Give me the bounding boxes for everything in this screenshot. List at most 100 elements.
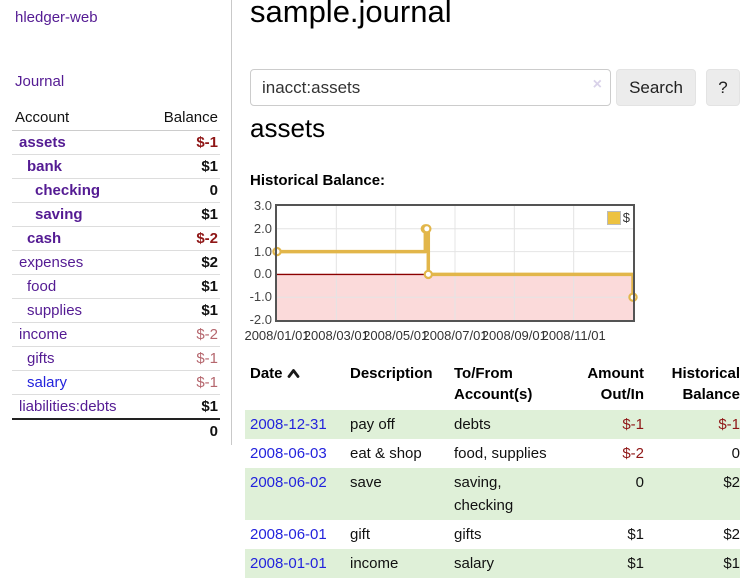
accounts-header-balance: Balance xyxy=(144,107,220,131)
register-amount-cell: $-2 xyxy=(622,445,644,462)
x-axis-tick-label: 2008/11/01 xyxy=(541,328,606,343)
register-header-amount: Amount Out/In xyxy=(587,365,644,403)
account-cell: checking xyxy=(12,178,145,203)
account-row: gifts $-1 xyxy=(12,346,220,371)
register-date-cell: 2008-06-02 xyxy=(245,468,345,520)
account-link[interactable]: food xyxy=(27,278,57,295)
transaction-date-link[interactable]: 2008-12-31 xyxy=(250,416,327,433)
y-axis-tick-label: -1.0 xyxy=(249,289,272,305)
register-description-cell: eat & shop xyxy=(350,445,422,462)
search-input[interactable] xyxy=(250,69,611,106)
account-row: checking 0 xyxy=(12,178,220,203)
register-amount-cell: $1 xyxy=(627,526,644,543)
sort-ascending-icon[interactable] xyxy=(287,368,300,379)
register-description-cell: income xyxy=(350,555,399,572)
register-balance-cell: 0 xyxy=(731,445,740,462)
register-balance-cell: $1 xyxy=(723,555,740,572)
search-button[interactable]: Search xyxy=(616,69,696,106)
account-balance: 0 xyxy=(144,178,220,203)
register-description-cell: pay off xyxy=(350,416,395,433)
accounts-table: Account Balance assets $-1 bank $1 checking 0… xyxy=(12,107,220,443)
account-link[interactable]: checking xyxy=(35,182,101,199)
account-row: assets $-1 xyxy=(12,130,220,155)
register-header-date[interactable]: Date xyxy=(245,360,345,410)
account-link[interactable]: saving xyxy=(35,206,83,223)
register-date-cell: 2008-06-03 xyxy=(245,439,345,468)
register-header-description: Description xyxy=(350,365,433,382)
register-date-cell: 2008-06-01 xyxy=(245,520,345,549)
y-axis-tick-label: 3.0 xyxy=(253,198,272,213)
account-link[interactable]: cash xyxy=(27,230,62,247)
register-description-cell: gift xyxy=(350,526,371,543)
chart-legend: $ xyxy=(606,210,630,225)
register-amount-cell: 0 xyxy=(635,474,644,491)
account-link[interactable]: bank xyxy=(27,158,63,175)
account-link[interactable]: gifts xyxy=(27,350,55,367)
account-balance: $-1 xyxy=(144,130,220,155)
x-axis-tick-label: 2008/03/01 xyxy=(303,328,369,343)
transaction-date-link[interactable]: 2008-06-03 xyxy=(250,445,327,462)
account-cell: food xyxy=(12,274,145,299)
register-row: 2008-12-31 pay off debts $-1 $-1 xyxy=(245,410,740,439)
account-row: liabilities:debts $1 xyxy=(12,394,220,420)
data-point-marker xyxy=(272,246,282,257)
account-cell: liabilities:debts xyxy=(12,394,145,420)
account-row: income $-2 xyxy=(12,322,220,347)
register-accounts-cell: food, supplies xyxy=(454,445,547,462)
x-axis-tick-label: 2008/09/01 xyxy=(481,328,547,343)
account-cell: salary xyxy=(12,370,145,395)
account-row: supplies $1 xyxy=(12,298,220,323)
account-link[interactable]: supplies xyxy=(27,302,83,319)
register-accounts-cell: gifts xyxy=(454,526,482,543)
account-balance: $2 xyxy=(144,250,220,275)
legend-label: $ xyxy=(622,210,630,225)
y-axis-tick-label: 1.0 xyxy=(253,243,272,259)
account-cell: assets xyxy=(12,130,145,155)
legend-swatch-icon xyxy=(606,210,621,225)
register-table: Date Description To/From Account(s) Amou… xyxy=(245,360,740,578)
account-row: cash $-2 xyxy=(12,226,220,251)
accounts-header-row: Account Balance xyxy=(12,107,220,131)
register-header-date-label[interactable]: Date xyxy=(250,365,283,382)
account-balance: $1 xyxy=(144,154,220,179)
clear-search-icon[interactable]: × xyxy=(592,76,602,93)
account-heading: assets xyxy=(250,113,326,143)
register-date-cell: 2008-01-01 xyxy=(245,549,345,578)
account-balance: $-2 xyxy=(144,226,220,251)
data-point-marker xyxy=(628,292,638,302)
account-link[interactable]: expenses xyxy=(19,254,84,271)
account-link[interactable]: assets xyxy=(19,134,66,151)
account-link[interactable]: salary xyxy=(27,374,68,391)
register-row: 2008-06-02 save saving, checking 0 $2 xyxy=(245,468,740,520)
account-balance: $1 xyxy=(144,394,220,420)
data-point-marker xyxy=(423,269,433,280)
register-row: 2008-01-01 income salary $1 $1 xyxy=(245,549,740,578)
account-balance: $-1 xyxy=(144,346,220,371)
sidebar: hledger-web Journal Account Balance asse… xyxy=(0,0,232,445)
transaction-date-link[interactable]: 2008-06-01 xyxy=(250,526,327,543)
help-button[interactable]: ? xyxy=(706,69,740,106)
account-cell: bank xyxy=(12,154,145,179)
sidebar-item-journal[interactable]: Journal xyxy=(15,73,65,90)
y-axis-tick-label: 0.0 xyxy=(253,266,272,282)
account-link[interactable]: liabilities:debts xyxy=(19,398,117,415)
page-title: sample.journal xyxy=(250,0,452,29)
register-header-accounts: To/From Account(s) xyxy=(454,365,533,403)
register-accounts-cell: debts xyxy=(454,416,491,433)
account-row: bank $1 xyxy=(12,154,220,179)
total-spacer xyxy=(12,418,145,443)
data-point-marker xyxy=(422,224,432,234)
x-axis-tick-label: 2008/01/01 xyxy=(244,328,310,343)
account-balance: $1 xyxy=(144,274,220,299)
search-box: × xyxy=(250,69,611,106)
transaction-date-link[interactable]: 2008-06-02 xyxy=(250,474,327,491)
account-balance: $-2 xyxy=(144,322,220,347)
register-balance-cell: $2 xyxy=(723,474,740,491)
accounts-total-row: 0 xyxy=(12,418,220,443)
brand-link[interactable]: hledger-web xyxy=(15,9,98,26)
accounts-header-account: Account xyxy=(12,107,145,131)
account-cell: cash xyxy=(12,226,145,251)
account-link[interactable]: income xyxy=(19,326,68,343)
register-amount-cell: $1 xyxy=(627,555,644,572)
transaction-date-link[interactable]: 2008-01-01 xyxy=(250,555,327,572)
